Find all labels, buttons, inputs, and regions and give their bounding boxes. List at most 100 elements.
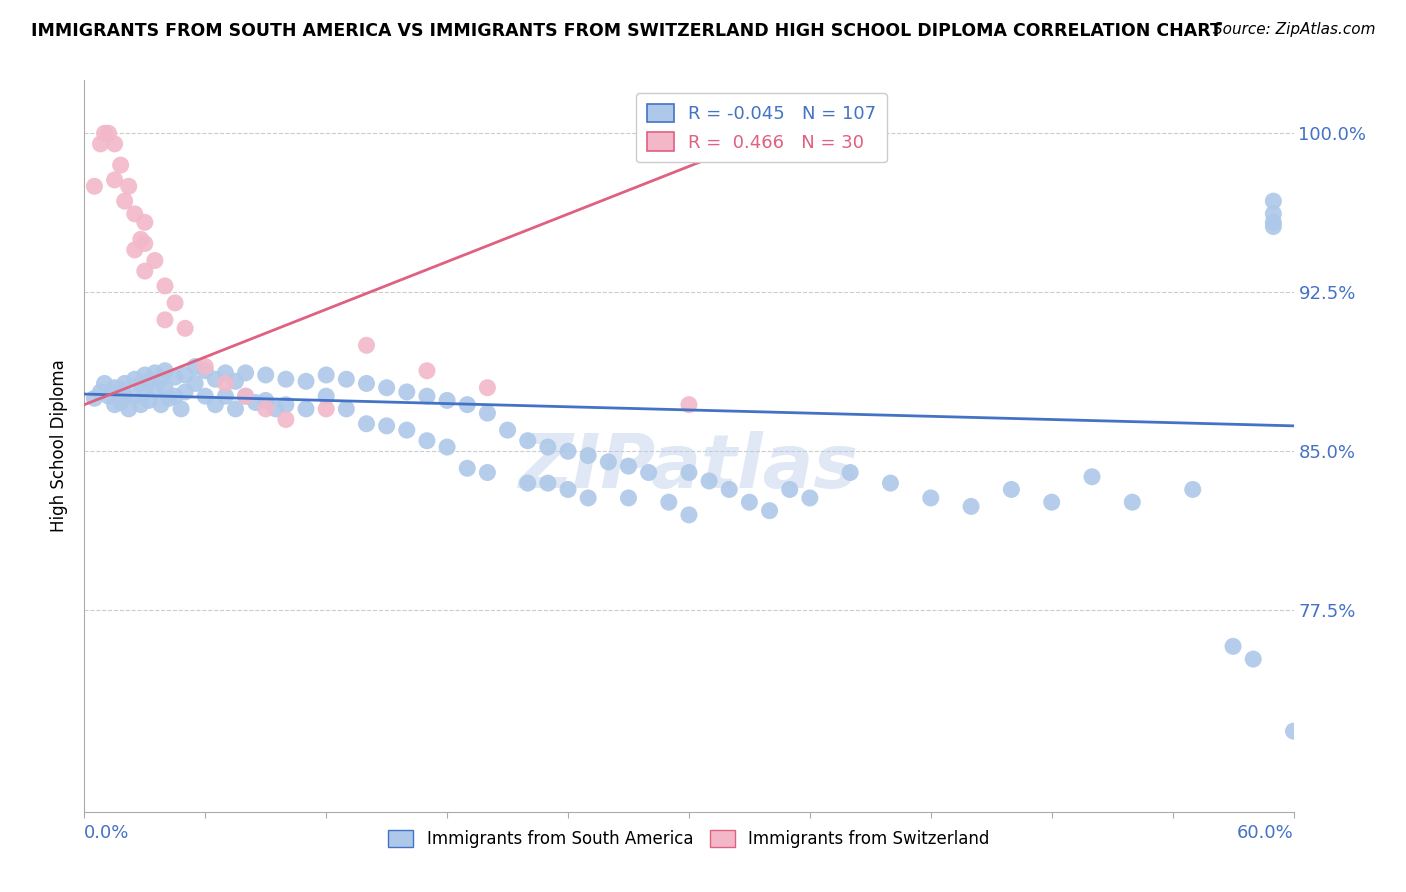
Point	[879, 476, 901, 491]
Point	[537, 476, 560, 491]
Point	[153, 279, 176, 293]
Point	[496, 423, 519, 437]
Point	[416, 389, 439, 403]
Point	[1263, 219, 1285, 234]
Point	[124, 389, 146, 403]
Point	[617, 459, 640, 474]
Point	[598, 455, 620, 469]
Point	[118, 179, 141, 194]
Point	[678, 466, 700, 480]
Text: 0.0%: 0.0%	[84, 824, 129, 842]
Point	[274, 398, 297, 412]
Point	[1263, 194, 1285, 208]
Point	[1222, 640, 1244, 654]
Point	[114, 194, 136, 208]
Point	[138, 393, 160, 408]
Point	[456, 398, 478, 412]
Point	[97, 389, 120, 403]
Point	[1263, 207, 1285, 221]
Point	[1121, 495, 1143, 509]
Point	[436, 440, 458, 454]
Point	[143, 366, 166, 380]
Point	[516, 434, 538, 448]
Point	[165, 296, 187, 310]
Point	[254, 368, 277, 382]
Point	[110, 158, 132, 172]
Point	[138, 375, 160, 389]
Point	[204, 372, 226, 386]
Point	[738, 495, 761, 509]
Point	[395, 423, 418, 437]
Point	[678, 398, 700, 412]
Point	[1241, 652, 1264, 666]
Point	[920, 491, 942, 505]
Point	[149, 372, 172, 386]
Point	[375, 418, 398, 433]
Point	[114, 389, 136, 403]
Point	[194, 389, 217, 403]
Point	[110, 383, 132, 397]
Point	[315, 401, 337, 416]
Point	[184, 376, 207, 391]
Point	[274, 372, 297, 386]
Legend: Immigrants from South America, Immigrants from Switzerland: Immigrants from South America, Immigrant…	[381, 823, 997, 855]
Point	[134, 236, 156, 251]
Point	[375, 381, 398, 395]
Point	[356, 417, 378, 431]
Point	[153, 313, 176, 327]
Point	[245, 395, 267, 409]
Point	[456, 461, 478, 475]
Point	[516, 476, 538, 491]
Point	[315, 389, 337, 403]
Point	[93, 376, 115, 391]
Point	[174, 321, 197, 335]
Point	[134, 264, 156, 278]
Point	[537, 440, 560, 454]
Point	[104, 381, 127, 395]
Point	[295, 375, 318, 389]
Point	[335, 401, 357, 416]
Point	[174, 368, 197, 382]
Point	[264, 401, 287, 416]
Point	[153, 381, 176, 395]
Point	[93, 126, 115, 140]
Point	[356, 338, 378, 352]
Point	[104, 136, 127, 151]
Point	[124, 243, 146, 257]
Point	[83, 392, 105, 406]
Point	[1181, 483, 1204, 497]
Point	[194, 359, 217, 374]
Point	[799, 491, 821, 505]
Point	[678, 508, 700, 522]
Point	[89, 384, 111, 399]
Point	[174, 384, 197, 399]
Point	[960, 500, 983, 514]
Point	[1000, 483, 1022, 497]
Point	[134, 215, 156, 229]
Point	[134, 384, 156, 399]
Point	[235, 389, 257, 403]
Point	[839, 466, 862, 480]
Point	[557, 483, 579, 497]
Point	[295, 401, 318, 416]
Point	[1282, 724, 1305, 739]
Point	[143, 253, 166, 268]
Point	[165, 370, 187, 384]
Point	[134, 368, 156, 382]
Point	[1263, 215, 1285, 229]
Point	[114, 376, 136, 391]
Point	[395, 384, 418, 399]
Point	[235, 366, 257, 380]
Point	[477, 466, 499, 480]
Point	[129, 376, 152, 391]
Point	[118, 401, 141, 416]
Point	[225, 401, 247, 416]
Point	[104, 173, 127, 187]
Point	[110, 395, 132, 409]
Point	[356, 376, 378, 391]
Point	[97, 126, 120, 140]
Text: Source: ZipAtlas.com: Source: ZipAtlas.com	[1212, 22, 1375, 37]
Point	[697, 474, 720, 488]
Point	[477, 406, 499, 420]
Point	[124, 372, 146, 386]
